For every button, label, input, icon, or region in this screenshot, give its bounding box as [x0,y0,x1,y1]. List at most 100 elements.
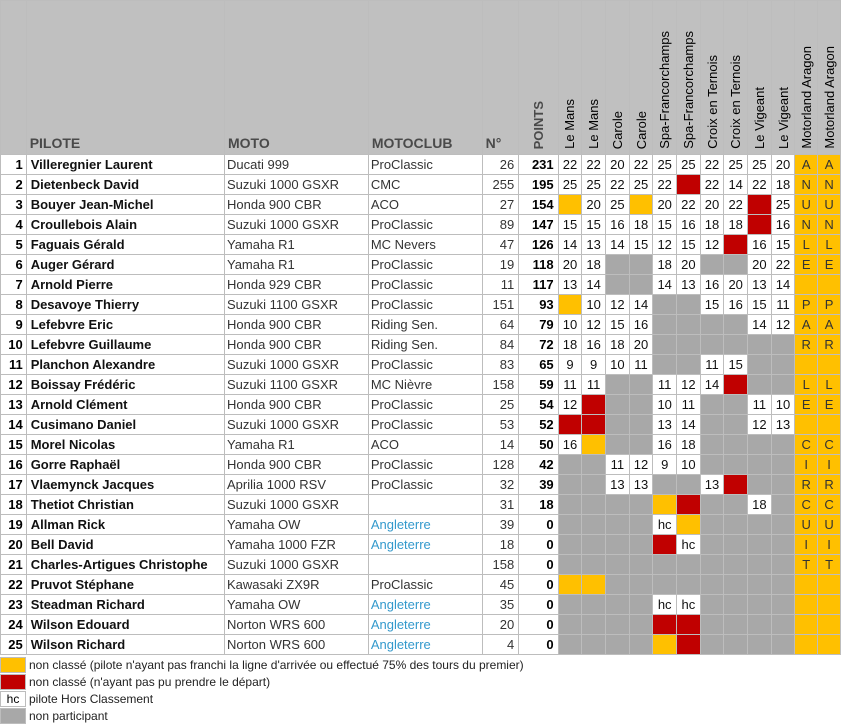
race-score-cell [628,594,654,615]
number-cell: 19 [481,254,520,275]
race-score-cell: 22 [628,154,654,175]
race-score-cell [628,374,654,395]
race-score-cell [747,214,772,235]
moto-cell: Suzuki 1000 GSXR [224,554,369,575]
race-score-cell [770,334,796,355]
race-score-cell: 11 [581,374,606,395]
rank-cell: 19 [0,514,27,535]
race-score-cell: 22 [699,154,725,175]
legend-swatch [0,707,26,724]
race-score-cell [652,314,678,335]
circuit-header: Le Vigeant [747,0,772,155]
race-score-cell [747,454,772,475]
race-score-cell: 25 [652,154,678,175]
race-score-cell [723,554,749,575]
moto-cell: Honda 900 CBR [224,314,369,335]
race-score-cell [652,294,678,315]
race-score-cell: hc [652,594,678,615]
race-score-cell: 22 [699,174,725,195]
race-score-cell [557,574,583,595]
race-score-cell [723,254,749,275]
club-cell: Angleterre [367,634,483,655]
race-score-cell [581,534,606,555]
club-cell: Angleterre [367,614,483,635]
race-score-cell [676,494,701,515]
race-score-cell [628,194,654,215]
pilot-name: Vlaemynck Jacques [25,474,226,495]
club-cell [367,494,483,515]
pilot-name: Pruvot Stéphane [25,574,226,595]
club-cell [367,554,483,575]
legend-text: non participant [29,708,108,723]
aragon-cell: C [817,434,841,455]
race-score-cell: 15 [652,214,678,235]
race-score-cell [723,514,749,535]
race-score-cell [699,414,725,435]
race-score-cell [723,374,749,395]
race-score-cell: 11 [605,454,630,475]
number-cell: 84 [481,334,520,355]
race-score-cell [676,314,701,335]
pilot-name: Steadman Richard [25,594,226,615]
aragon-cell: C [817,494,841,515]
moto-cell: Yamaha OW [224,514,369,535]
race-score-cell [723,594,749,615]
points-cell: 54 [518,394,559,415]
club-cell: ProClassic [367,354,483,375]
points-cell: 231 [518,154,559,175]
race-score-cell [676,294,701,315]
club-cell: ProClassic [367,214,483,235]
aragon-cell: A [817,314,841,335]
race-score-cell [747,634,772,655]
number-cell: 14 [481,434,520,455]
club-cell: ProClassic [367,394,483,415]
pilot-name: Auger Gérard [25,254,226,275]
aragon-cell [794,354,819,375]
results-body: 1 Villeregnier Laurent Ducati 999 ProClassi… [0,154,841,655]
club-cell: ACO [367,434,483,455]
race-score-cell: 14 [676,414,701,435]
rank-cell: 25 [0,634,27,655]
aragon-cell: I [817,534,841,555]
race-score-cell: 16 [723,294,749,315]
points-cell: 0 [518,614,559,635]
race-score-cell [581,414,606,435]
points-header: POINTS [518,0,559,155]
race-score-cell [605,274,630,295]
pilot-name: Faguais Gérald [25,234,226,255]
race-score-cell [628,434,654,455]
race-score-cell: 16 [557,434,583,455]
race-score-cell [628,494,654,515]
race-score-cell [581,434,606,455]
race-score-cell: 14 [557,234,583,255]
race-score-cell: 12 [557,394,583,415]
number-cell: 45 [481,574,520,595]
race-score-cell: 13 [581,234,606,255]
race-score-cell: 15 [747,294,772,315]
rank-cell: 14 [0,414,27,435]
race-score-cell [747,594,772,615]
race-score-cell [605,574,630,595]
rank-cell: 6 [0,254,27,275]
aragon-cell: I [794,454,819,475]
moto-cell: Yamaha 1000 FZR [224,534,369,555]
race-score-cell: 16 [628,314,654,335]
race-score-cell [605,374,630,395]
race-score-cell [605,514,630,535]
race-score-cell [581,614,606,635]
race-score-cell: 25 [770,194,796,215]
race-score-cell: 11 [652,374,678,395]
legend: non classé (pilote n'ayant pas franchi l… [0,656,841,724]
moto-cell: Honda 900 CBR [224,194,369,215]
race-score-cell [581,494,606,515]
rank-cell: 2 [0,174,27,195]
aragon-cell: I [794,534,819,555]
race-score-cell: 25 [557,174,583,195]
club-cell: Angleterre [367,534,483,555]
race-score-cell [628,574,654,595]
table-row: 6 Auger Gérard Yamaha R1 ProClassic 19 118 20 1… [0,254,841,275]
race-score-cell [557,494,583,515]
race-score-cell: 13 [557,274,583,295]
table-row: 5 Faguais Gérald Yamaha R1 MC Nevers 47 126 14… [0,234,841,255]
race-score-cell [747,614,772,635]
